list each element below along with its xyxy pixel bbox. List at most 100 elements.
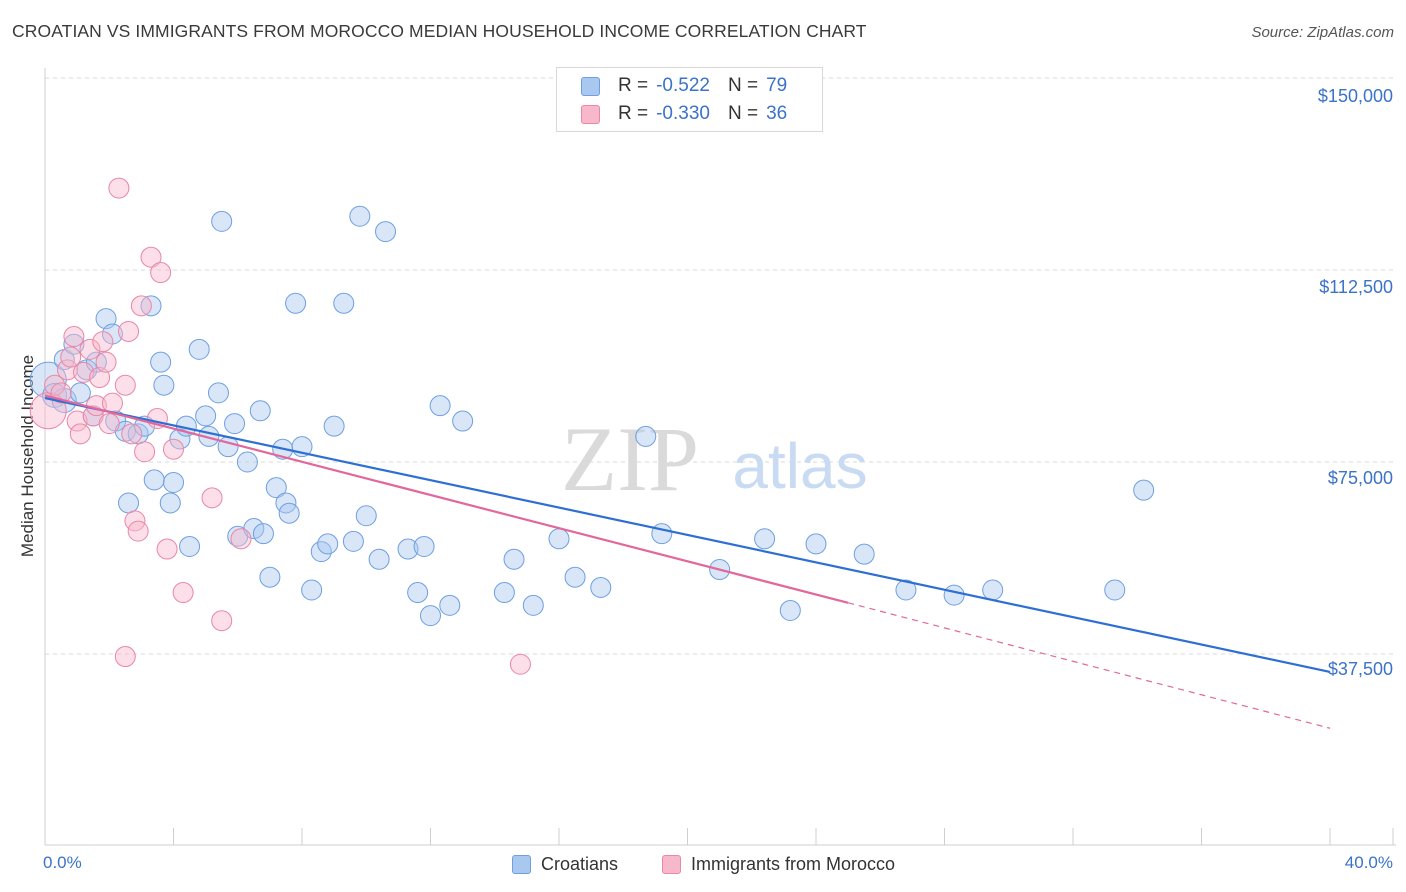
point-croatians (342, 530, 364, 552)
point-croatians (236, 451, 258, 473)
correlation-legend: R = -0.522 N = 79 R = -0.330 N = 36 (556, 67, 823, 132)
point-croatians (754, 528, 776, 550)
point-croatians (564, 566, 586, 588)
point-croatians (118, 492, 140, 514)
point-morocco (79, 338, 101, 360)
legend-n-value: 79 (766, 75, 788, 96)
point-croatians (323, 415, 345, 437)
point-morocco (509, 653, 531, 675)
point-croatians (252, 523, 274, 545)
point-croatians (805, 533, 827, 555)
trend-line-morocco (44, 394, 849, 604)
point-croatians (69, 382, 91, 404)
point-morocco (95, 351, 117, 373)
legend-n-value: 36 (766, 103, 788, 124)
legend-r-value: -0.330 (656, 103, 710, 124)
point-croatians (1133, 479, 1155, 501)
axes (44, 68, 1396, 846)
y-tick-label: $112,500 (1319, 277, 1393, 297)
point-morocco (140, 246, 162, 268)
point-croatians (317, 533, 339, 555)
point-croatians (503, 548, 525, 570)
point-morocco (63, 326, 85, 348)
point-croatians (169, 428, 191, 450)
legend-r-label: R = (618, 103, 649, 124)
point-croatians (243, 518, 265, 540)
point-morocco (121, 423, 143, 445)
watermark: ZIP atlas (561, 408, 868, 510)
legend-r-label: R = (618, 75, 649, 96)
point-croatians (143, 469, 165, 491)
point-croatians (285, 292, 307, 314)
legend-n-label: N = (727, 103, 759, 124)
bottom-legend-label-morocco: Immigrants from Morocco (691, 853, 896, 874)
point-croatians (211, 210, 233, 232)
bottom-legend-croatians: Croatians (512, 852, 618, 876)
bottom-legend-swatch-morocco (662, 854, 681, 874)
watermark-atlas: atlas (732, 430, 867, 502)
point-croatians (493, 582, 515, 604)
legend-row-morocco: R = -0.330 N = 36 (581, 101, 787, 127)
point-croatians (895, 579, 917, 601)
point-morocco (172, 582, 194, 604)
point-morocco (201, 487, 223, 509)
point-morocco (114, 646, 136, 668)
point-croatians (63, 333, 85, 355)
x-tick-label-min: 0.0% (43, 853, 82, 872)
source-label: Source: ZipAtlas.com (1251, 24, 1394, 41)
point-morocco (127, 520, 149, 542)
point-morocco (108, 177, 130, 199)
point-croatians (635, 425, 657, 447)
trend-line-morocco-projection (847, 602, 1331, 729)
legend-r-value: -0.522 (656, 75, 710, 96)
point-morocco (150, 262, 172, 284)
point-morocco (118, 320, 140, 342)
point-morocco (73, 361, 95, 383)
point-croatians (333, 292, 355, 314)
point-croatians (368, 548, 390, 570)
point-croatians (355, 505, 377, 527)
x-tick-label-max: 40.0% (1344, 853, 1393, 872)
point-croatians (429, 395, 451, 417)
point-croatians (439, 594, 461, 616)
point-croatians (159, 492, 181, 514)
point-croatians (195, 405, 217, 427)
data-points (29, 177, 1155, 675)
point-morocco (56, 359, 78, 381)
point-croatians (397, 538, 419, 560)
point-croatians (779, 599, 801, 621)
point-croatians (590, 576, 612, 598)
legend-swatch-croatians (581, 76, 600, 96)
point-croatians (259, 566, 281, 588)
point-croatians (163, 471, 184, 493)
point-croatians (413, 535, 435, 557)
point-croatians (522, 594, 544, 616)
point-croatians (301, 579, 323, 601)
point-croatians (188, 338, 210, 360)
y-tick-label: $37,500 (1327, 659, 1393, 679)
y-tick-label: $75,000 (1327, 468, 1393, 488)
point-croatians (651, 523, 673, 545)
point-croatians (982, 579, 1004, 601)
point-morocco (211, 610, 233, 632)
point-morocco (163, 438, 184, 460)
legend-n-label: N = (727, 75, 759, 96)
point-morocco (66, 410, 88, 432)
point-morocco (60, 346, 82, 368)
bottom-legend-swatch-croatians (512, 854, 531, 874)
point-croatians (249, 400, 271, 422)
point-croatians (150, 351, 172, 373)
trend-lines (44, 394, 1331, 729)
point-croatians (375, 221, 397, 243)
point-morocco (98, 413, 120, 435)
y-tick-label: $150,000 (1317, 86, 1393, 106)
point-morocco (156, 538, 178, 560)
point-morocco (134, 441, 156, 463)
point-morocco (114, 374, 136, 396)
bottom-legend-morocco: Immigrants from Morocco (662, 852, 895, 876)
chart-title: CROATIAN VS IMMIGRANTS FROM MOROCCO MEDI… (12, 21, 867, 41)
point-morocco (130, 295, 152, 317)
point-croatians (349, 205, 371, 227)
point-croatians (407, 582, 429, 604)
